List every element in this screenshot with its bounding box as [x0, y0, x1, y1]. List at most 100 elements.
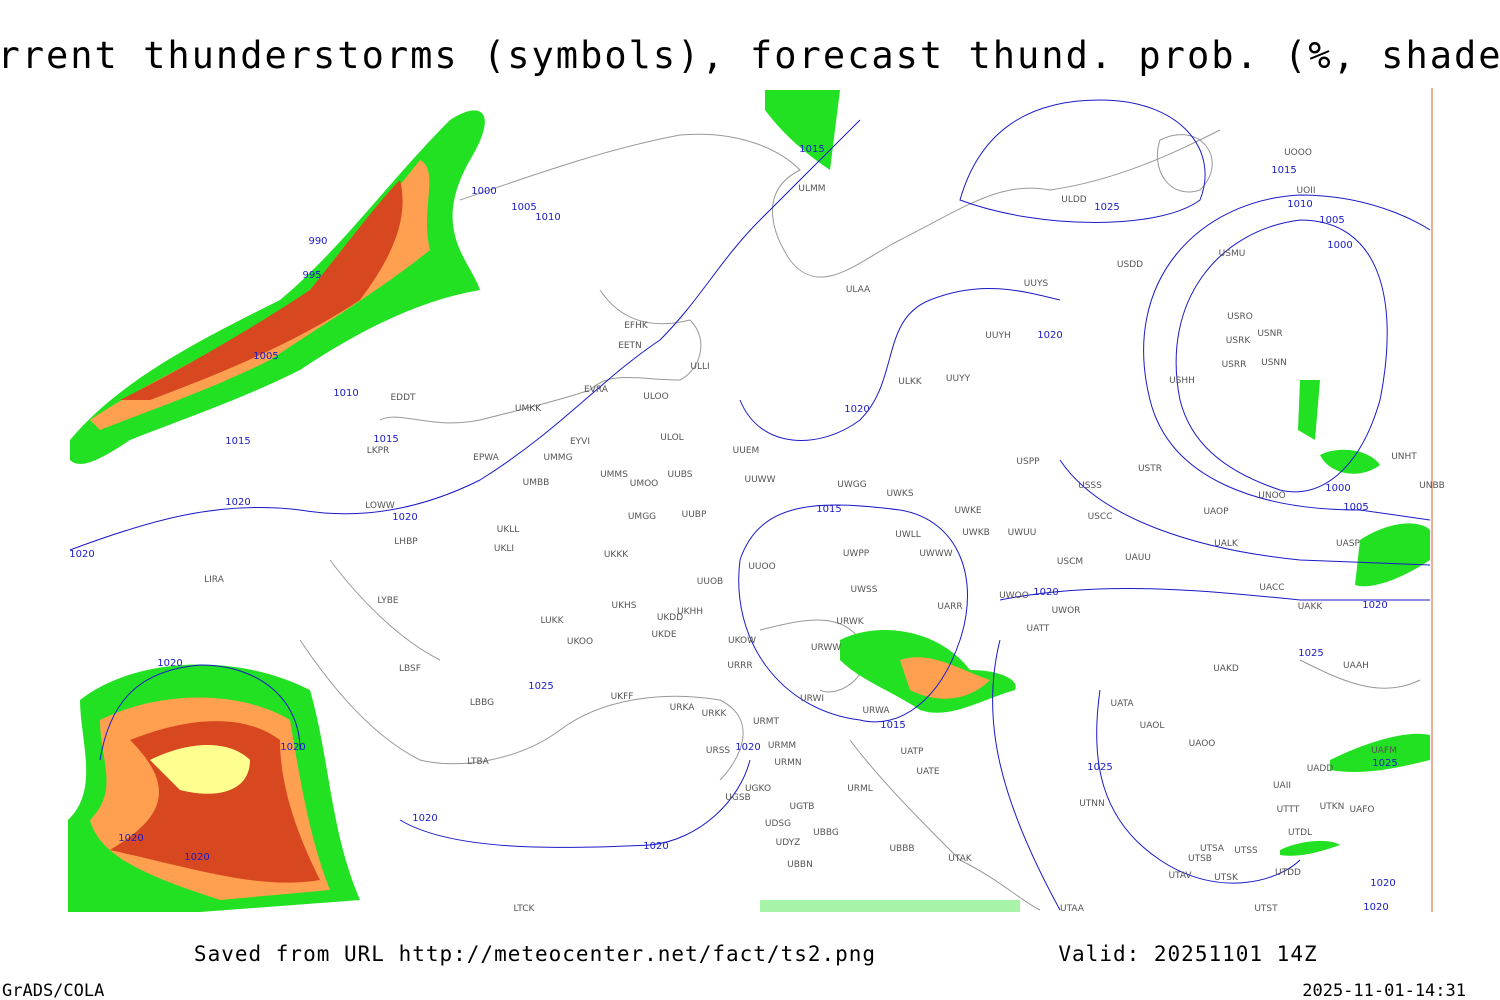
isobar-label: 1005 — [511, 202, 536, 213]
station-label: URML — [847, 784, 873, 794]
station-label: EFHK — [624, 321, 649, 331]
station-label: UUOO — [748, 562, 775, 572]
isobar-label: 1025 — [1298, 648, 1323, 659]
station-label: UUEM — [733, 446, 760, 456]
isobar-label: 1020 — [643, 841, 668, 852]
isobars — [69, 99, 1431, 911]
station-label: UGSB — [725, 793, 750, 803]
station-label: UTST — [1254, 904, 1278, 914]
station-label: UMOO — [630, 479, 659, 489]
station-label: URRR — [727, 661, 752, 671]
station-label: UUYH — [985, 331, 1010, 341]
station-label: UNBB — [1419, 481, 1445, 491]
thunder-probability-shading — [68, 90, 1430, 912]
station-label: UBBN — [787, 860, 813, 870]
isobar-label: 1025 — [528, 681, 553, 692]
station-label: ULKK — [898, 377, 923, 387]
isobar-label: 1015 — [799, 144, 824, 155]
station-label: UMBB — [523, 478, 550, 488]
station-label: ULMM — [798, 184, 825, 194]
station-label: UTAA — [1060, 904, 1085, 914]
station-label: USDD — [1117, 260, 1143, 270]
coastlines — [299, 129, 1421, 911]
isobar-label: 1010 — [333, 388, 358, 399]
station-label: UMMG — [543, 453, 572, 463]
station-label: UBBG — [813, 828, 839, 838]
station-label: LTBA — [467, 757, 489, 767]
isobar-label: 1020 — [184, 852, 209, 863]
isobar-label: 1020 — [69, 549, 94, 560]
station-label: UTSA — [1200, 844, 1225, 854]
station-label: USMU — [1219, 249, 1246, 259]
station-label: UDSG — [765, 819, 791, 829]
station-label: URMN — [774, 758, 801, 768]
station-label: UKLL — [497, 525, 520, 535]
isobar-label: 990 — [308, 236, 327, 247]
station-label: UALK — [1214, 539, 1239, 549]
station-label: USTR — [1138, 464, 1162, 474]
station-label: EPWA — [473, 453, 500, 463]
station-label: UATE — [916, 767, 940, 777]
station-label: UKLI — [494, 544, 514, 554]
station-label: UBBB — [889, 844, 914, 854]
software-credit: GrADS/COLA — [2, 981, 104, 1000]
station-label: EVRA — [584, 385, 609, 395]
isobar-label: 1020 — [392, 512, 417, 523]
isobar-label: 1025 — [1094, 202, 1119, 213]
isobar-label: 1020 — [412, 813, 437, 824]
station-label: USRO — [1227, 312, 1253, 322]
station-label: UMGG — [628, 512, 656, 522]
station-label: LYBE — [377, 596, 398, 606]
station-label: UTAK — [948, 854, 973, 864]
title: Current thunderstorms (symbols), forecas… — [0, 34, 1500, 77]
station-label: LBBG — [470, 698, 494, 708]
isobar-label: 1010 — [535, 212, 560, 223]
station-label: UATT — [1027, 624, 1050, 634]
isobar-label: 1020 — [1370, 878, 1395, 889]
station-label: UAKD — [1213, 664, 1239, 674]
station-label: UAOL — [1140, 721, 1165, 731]
isobar-label: 1010 — [1287, 199, 1312, 210]
station-label: URMT — [753, 717, 780, 727]
isobar-label: 1020 — [225, 497, 250, 508]
station-label: UWLL — [895, 530, 921, 540]
station-label: LTCK — [514, 904, 536, 914]
station-label: UTDD — [1275, 868, 1301, 878]
station-label: UGTB — [790, 802, 815, 812]
station-label: EDDT — [390, 393, 416, 403]
station-label: URWI — [800, 694, 824, 704]
station-label: USNN — [1261, 358, 1287, 368]
station-label: UTNN — [1079, 799, 1105, 809]
station-label: UTSS — [1234, 846, 1258, 856]
station-label: UWUU — [1008, 528, 1037, 538]
station-label: URWW — [811, 643, 841, 653]
station-label: ULLI — [690, 362, 709, 372]
station-label: EETN — [618, 341, 642, 351]
isobar-label: 1015 — [1271, 165, 1296, 176]
station-label: USPP — [1016, 457, 1040, 467]
station-label: UASP — [1336, 539, 1360, 549]
station-label: EYVI — [570, 437, 590, 447]
station-label: USRK — [1226, 336, 1252, 346]
isobar-label: 1020 — [735, 742, 760, 753]
station-label: LOWW — [365, 501, 395, 511]
station-label: ULDD — [1061, 195, 1087, 205]
isobar-label: 1020 — [1363, 902, 1388, 913]
station-label: LKPR — [367, 446, 390, 456]
station-label: UWWW — [919, 549, 952, 559]
station-label: UAUU — [1125, 553, 1151, 563]
station-label: UKKK — [604, 550, 629, 560]
station-label: UUWW — [745, 475, 776, 485]
station-label: UOOO — [1284, 148, 1312, 158]
station-label: USHH — [1169, 376, 1195, 386]
station-label: UKHS — [612, 601, 637, 611]
station-label: UDYZ — [776, 838, 801, 848]
station-label: UTTT — [1277, 805, 1300, 815]
source-url: Saved from URL http://meteocenter.net/fa… — [194, 942, 876, 966]
station-label: UACC — [1259, 583, 1284, 593]
isobar-label: 1015 — [225, 436, 250, 447]
station-label: UNOO — [1258, 491, 1286, 501]
isobar-label: 1025 — [1087, 762, 1112, 773]
station-label: UADD — [1307, 764, 1334, 774]
isobar-label: 1020 — [844, 404, 869, 415]
